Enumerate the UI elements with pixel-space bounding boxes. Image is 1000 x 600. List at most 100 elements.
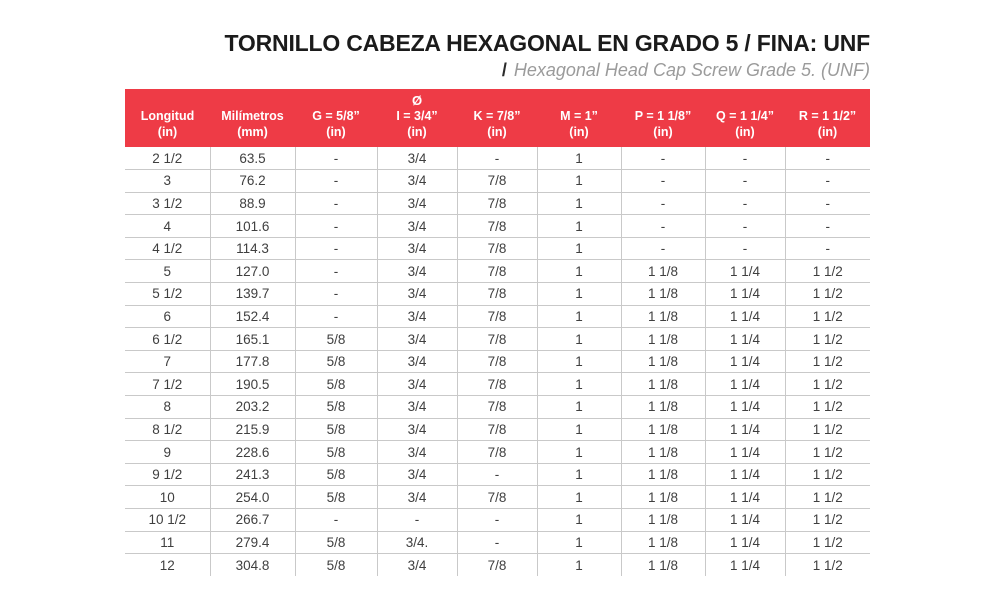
table-cell: 5/8 [294, 395, 377, 419]
table-cell: - [456, 147, 537, 171]
table-cell: 1 1/8 [620, 372, 705, 397]
table-cell: 1 1/8 [620, 485, 705, 509]
header-cell: R = 1 1/2” (in) [785, 89, 870, 147]
table-cell: - [294, 282, 377, 306]
header-cell: G = 5/8” (in) [295, 89, 377, 147]
table-cell: 12 [125, 553, 210, 577]
table-cell: 1 [536, 350, 621, 374]
table-cell: - [294, 237, 377, 261]
table-cell: 9 [125, 440, 210, 464]
table-cell: 6 [125, 305, 210, 329]
table-cell: 1 1/2 [784, 531, 870, 555]
table-cell: 190.5 [209, 372, 295, 397]
table-cell: 279.4 [209, 531, 295, 555]
table-cell: - [784, 169, 870, 193]
table-cell: 1 1/8 [620, 440, 705, 464]
header-cell: Milímetros (mm) [210, 89, 295, 147]
table-cell: 1 1/8 [620, 327, 705, 351]
diameter-symbol: Ø [411, 93, 423, 108]
table-cell: 1 1/8 [620, 395, 705, 419]
table-cell: 3/4 [376, 553, 457, 577]
table-cell: 8 1/2 [125, 418, 210, 442]
header-unit: (in) [157, 125, 178, 139]
table-cell: 139.7 [209, 282, 295, 306]
subtitle-text: Hexagonal Head Cap Screw Grade 5. (UNF) [513, 60, 870, 80]
table-cell: 1 [536, 192, 621, 216]
table-cell: 3/4 [376, 282, 457, 306]
table-cell: 1 1/4 [704, 327, 785, 351]
table-cell: 1 1/8 [620, 282, 705, 306]
header-unit: (in) [407, 125, 427, 139]
table-cell: 3/4 [376, 259, 457, 284]
table-cell: 5/8 [294, 531, 377, 555]
table-cell: 1 [536, 214, 621, 238]
header-unit: (in) [653, 125, 673, 139]
table-cell: 7/8 [456, 350, 537, 374]
title-block: TORNILLO CABEZA HEXAGONAL EN GRADO 5 / F… [125, 31, 871, 80]
table-cell: 152.4 [209, 305, 295, 329]
table-cell: 1 [536, 305, 621, 329]
table-cell: 7/8 [456, 214, 537, 238]
table-row: 8 1/2 215.9 5/8 3/4 7/8 1 1 1/8 1 1/4 1 1/2 [125, 418, 870, 442]
table-cell: 3/4 [376, 372, 457, 397]
table-row: 11 279.4 5/8 3/4. -1 1 1/8 1 1/4 1 1/2 [125, 531, 870, 555]
table-cell: 1 1/2 [784, 395, 870, 419]
table-cell: 7/8 [456, 485, 537, 509]
table-cell: - [456, 463, 537, 487]
table-cell: 5/8 [294, 350, 377, 374]
table-cell: 177.8 [209, 350, 295, 374]
header-row: Longitud (in) Milímetros (mm) G = 5/8” (in) Ø I… [125, 89, 870, 147]
table-cell: 5/8 [294, 418, 377, 442]
table-cell: 7/8 [456, 418, 537, 442]
table-cell: 1 1/4 [704, 372, 785, 397]
table-cell: 1 1/2 [784, 372, 870, 397]
table-cell: 7/8 [456, 372, 537, 397]
table-cell: 7/8 [456, 395, 537, 419]
table-cell: - [704, 169, 785, 193]
table-row: 2 1/2 63.5-3/4-1- - - [125, 147, 870, 171]
table-cell: 1 [536, 259, 621, 284]
table-row: 4 1/2 114.3-3/4 7/8 1- - - [125, 237, 870, 261]
table-row: 9 1/2 241.3 5/8 3/4-1 1 1/8 1 1/4 1 1/2 [125, 463, 870, 487]
spec-table: Longitud (in) Milímetros (mm) G = 5/8” (in) Ø I… [125, 89, 870, 577]
table-cell: 1 1/4 [704, 485, 785, 509]
table-row: 8 203.2 5/8 3/4 7/8 1 1 1/8 1 1/4 1 1/2 [125, 395, 870, 419]
table-cell: 1 [536, 553, 621, 577]
table-cell: 5/8 [294, 463, 377, 487]
table-cell: - [294, 214, 377, 238]
table-cell: 7/8 [456, 440, 537, 464]
table-cell: - [294, 147, 377, 171]
table-cell: 3/4 [376, 440, 457, 464]
table-cell: 1 [536, 169, 621, 193]
header-cell: K = 7/8” (in) [457, 89, 537, 147]
table-cell: - [294, 192, 377, 216]
table-cell: - [620, 237, 705, 261]
spec-table-header: Longitud (in) Milímetros (mm) G = 5/8” (in) Ø I… [125, 89, 870, 147]
table-cell: 3/4 [376, 327, 457, 351]
header-label: Q = 1 1/4” [715, 109, 775, 123]
table-cell: - [294, 259, 377, 284]
table-cell: - [704, 192, 785, 216]
table-cell: 5/8 [294, 440, 377, 464]
header-unit: (in) [569, 125, 589, 139]
table-cell: 3/4 [376, 485, 457, 509]
table-cell: 3/4. [376, 531, 457, 555]
table-cell: 1 [536, 440, 621, 464]
table-cell: 1 [536, 418, 621, 442]
table-cell: 215.9 [209, 418, 295, 442]
table-cell: 3 1/2 [125, 192, 210, 216]
table-cell: 1 1/4 [704, 282, 785, 306]
table-cell: 11 [125, 531, 210, 555]
table-cell: - [620, 192, 705, 216]
header-cell: Q = 1 1/4” (in) [705, 89, 785, 147]
table-cell: 1 1/8 [620, 418, 705, 442]
table-cell: 127.0 [209, 259, 295, 284]
table-cell: 3/4 [376, 237, 457, 261]
table-cell: - [620, 214, 705, 238]
table-cell: - [704, 214, 785, 238]
table-cell: 1 [536, 372, 621, 397]
table-cell: 1 1/2 [784, 508, 870, 532]
table-cell: - [784, 214, 870, 238]
table-cell: 1 1/4 [704, 553, 785, 577]
